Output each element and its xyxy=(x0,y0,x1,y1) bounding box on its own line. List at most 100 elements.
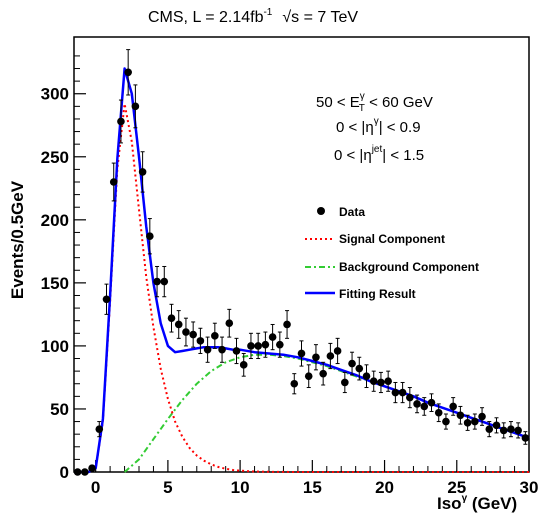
cut-eta-jet: 0 < |ηjet| < 1.5 xyxy=(334,144,424,164)
data-point xyxy=(167,314,176,322)
data-point xyxy=(189,330,197,339)
cut-eta-photon: 0 < |ηγ| < 0.9 xyxy=(336,116,421,136)
y-tick-label: 150 xyxy=(41,274,69,293)
data-point xyxy=(434,408,443,417)
y-tick-label: 200 xyxy=(41,211,69,230)
data-point xyxy=(362,372,371,380)
data-point xyxy=(420,402,429,411)
data-point xyxy=(254,342,262,350)
y-tick-label: 0 xyxy=(60,463,69,482)
data-point xyxy=(153,277,161,286)
data-point xyxy=(478,412,486,421)
background-curve xyxy=(123,353,530,473)
data-point xyxy=(232,347,241,355)
y-axis-label: Events/0.5GeV xyxy=(8,180,27,299)
x-tick-label: 25 xyxy=(447,478,466,497)
data-point xyxy=(326,352,335,360)
legend: Data Signal Component Background Compone… xyxy=(305,205,479,301)
legend-item-fit: Fitting Result xyxy=(305,287,416,301)
data-point xyxy=(442,417,450,426)
legend-item-data: Data xyxy=(317,205,365,219)
selection-cuts: 50 < Eγ T < 60 GeV 0 < |ηγ| < 0.9 0 < |ηj… xyxy=(316,91,433,164)
data-point xyxy=(427,398,436,407)
data-point xyxy=(117,117,125,126)
x-axis-label: Isoγ (GeV) xyxy=(437,493,517,513)
x-tick-label: 0 xyxy=(91,478,100,497)
data-point xyxy=(485,425,494,433)
data-point xyxy=(463,419,472,427)
x-tick-label: 10 xyxy=(231,478,250,497)
x-tick-label: 20 xyxy=(375,478,394,497)
chart-title: CMS, L = 2.14fb-1 √s = 7 TeV xyxy=(148,7,358,26)
background-curve-layer xyxy=(123,353,530,473)
data-point xyxy=(283,320,291,329)
data-point xyxy=(160,277,169,286)
data-point xyxy=(398,388,407,397)
data-point xyxy=(297,349,306,358)
data-point xyxy=(276,340,284,349)
data-point xyxy=(384,377,392,386)
data-point xyxy=(391,388,400,397)
y-tick-label: 250 xyxy=(41,148,69,167)
data-point xyxy=(413,400,421,408)
y-tick-label: 300 xyxy=(41,85,69,104)
x-tick-label: 30 xyxy=(520,478,539,497)
data-point xyxy=(131,102,140,111)
data-point xyxy=(211,332,219,340)
data-point xyxy=(514,426,522,435)
title-energy: √s = 7 TeV xyxy=(282,9,358,26)
data-point xyxy=(355,364,364,373)
data-point xyxy=(138,168,147,176)
svg-text:Signal Component: Signal Component xyxy=(339,232,445,246)
x-tick-label: 15 xyxy=(303,478,322,497)
title-main-sup: -1 xyxy=(263,7,272,18)
title-main: CMS, L = 2.14fb xyxy=(148,9,264,26)
data-point xyxy=(88,464,96,473)
data-point xyxy=(73,468,82,476)
data-point xyxy=(261,340,270,349)
data-point xyxy=(319,369,327,378)
data-point xyxy=(449,402,457,411)
data-point xyxy=(348,359,356,368)
data-point xyxy=(406,393,414,402)
data-point xyxy=(521,434,530,442)
data-point xyxy=(304,372,313,380)
data-point xyxy=(499,426,508,435)
plot-frame xyxy=(73,36,530,473)
data-point xyxy=(507,425,515,433)
data-point xyxy=(471,417,479,426)
data-point xyxy=(102,295,111,304)
data-point xyxy=(81,468,89,476)
data-point xyxy=(196,337,205,345)
data-point xyxy=(268,333,277,341)
data-points-layer xyxy=(73,49,530,476)
data-point xyxy=(239,361,248,369)
svg-text:Fitting Result: Fitting Result xyxy=(339,287,416,301)
data-point xyxy=(333,347,342,355)
data-point xyxy=(218,345,226,354)
data-point xyxy=(124,68,132,77)
data-point xyxy=(456,411,465,420)
legend-item-signal: Signal Component xyxy=(305,232,445,246)
data-point xyxy=(182,328,190,336)
svg-text:Background Component: Background Component xyxy=(339,260,479,274)
data-point xyxy=(290,379,299,388)
data-point xyxy=(203,345,212,354)
cut-et: 50 < Eγ T < 60 GeV xyxy=(316,91,433,114)
data-point xyxy=(369,377,378,386)
data-point xyxy=(492,421,501,430)
data-point xyxy=(247,342,255,350)
data-point xyxy=(95,425,104,433)
data-point xyxy=(377,378,385,387)
svg-text:Data: Data xyxy=(339,205,365,219)
data-point xyxy=(312,353,320,362)
y-tick-label: 50 xyxy=(50,400,69,419)
data-point xyxy=(341,378,349,387)
data-point xyxy=(146,232,154,241)
legend-item-background: Background Component xyxy=(305,260,479,274)
data-point xyxy=(174,320,183,329)
data-point xyxy=(225,319,234,328)
x-tick-label: 5 xyxy=(163,478,172,497)
